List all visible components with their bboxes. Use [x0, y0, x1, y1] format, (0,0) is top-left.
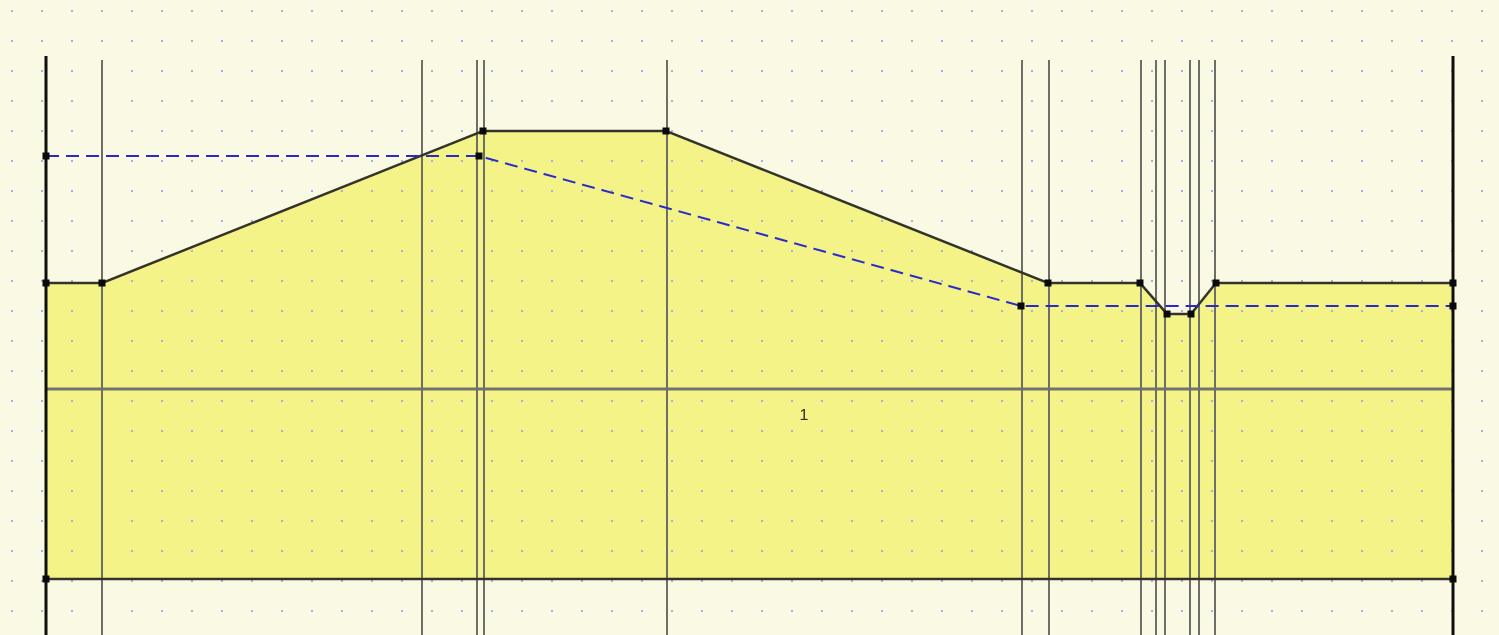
vertex-handle[interactable] — [1136, 279, 1144, 287]
vertex-handles — [42, 127, 1457, 583]
phreatic-line[interactable] — [46, 155, 1453, 307]
vertex-handle[interactable] — [1187, 310, 1195, 318]
vertex-handle[interactable] — [1044, 279, 1052, 287]
construction-lines — [101, 60, 1216, 635]
vertex-handle[interactable] — [1449, 279, 1457, 287]
vertex-handle[interactable] — [42, 575, 50, 583]
vertex-handle[interactable] — [1212, 279, 1220, 287]
vertex-handle[interactable] — [475, 152, 483, 160]
vertex-handle[interactable] — [42, 279, 50, 287]
vertex-handle[interactable] — [662, 127, 670, 135]
vertex-handle[interactable] — [1017, 302, 1025, 310]
vertex-handle[interactable] — [1449, 575, 1457, 583]
vertex-handle[interactable] — [1449, 302, 1457, 310]
vertex-handle[interactable] — [98, 279, 106, 287]
vertex-handle[interactable] — [1163, 310, 1171, 318]
vertex-handle[interactable] — [42, 152, 50, 160]
region-label: 1 — [800, 407, 809, 424]
vertex-handle[interactable] — [479, 127, 487, 135]
